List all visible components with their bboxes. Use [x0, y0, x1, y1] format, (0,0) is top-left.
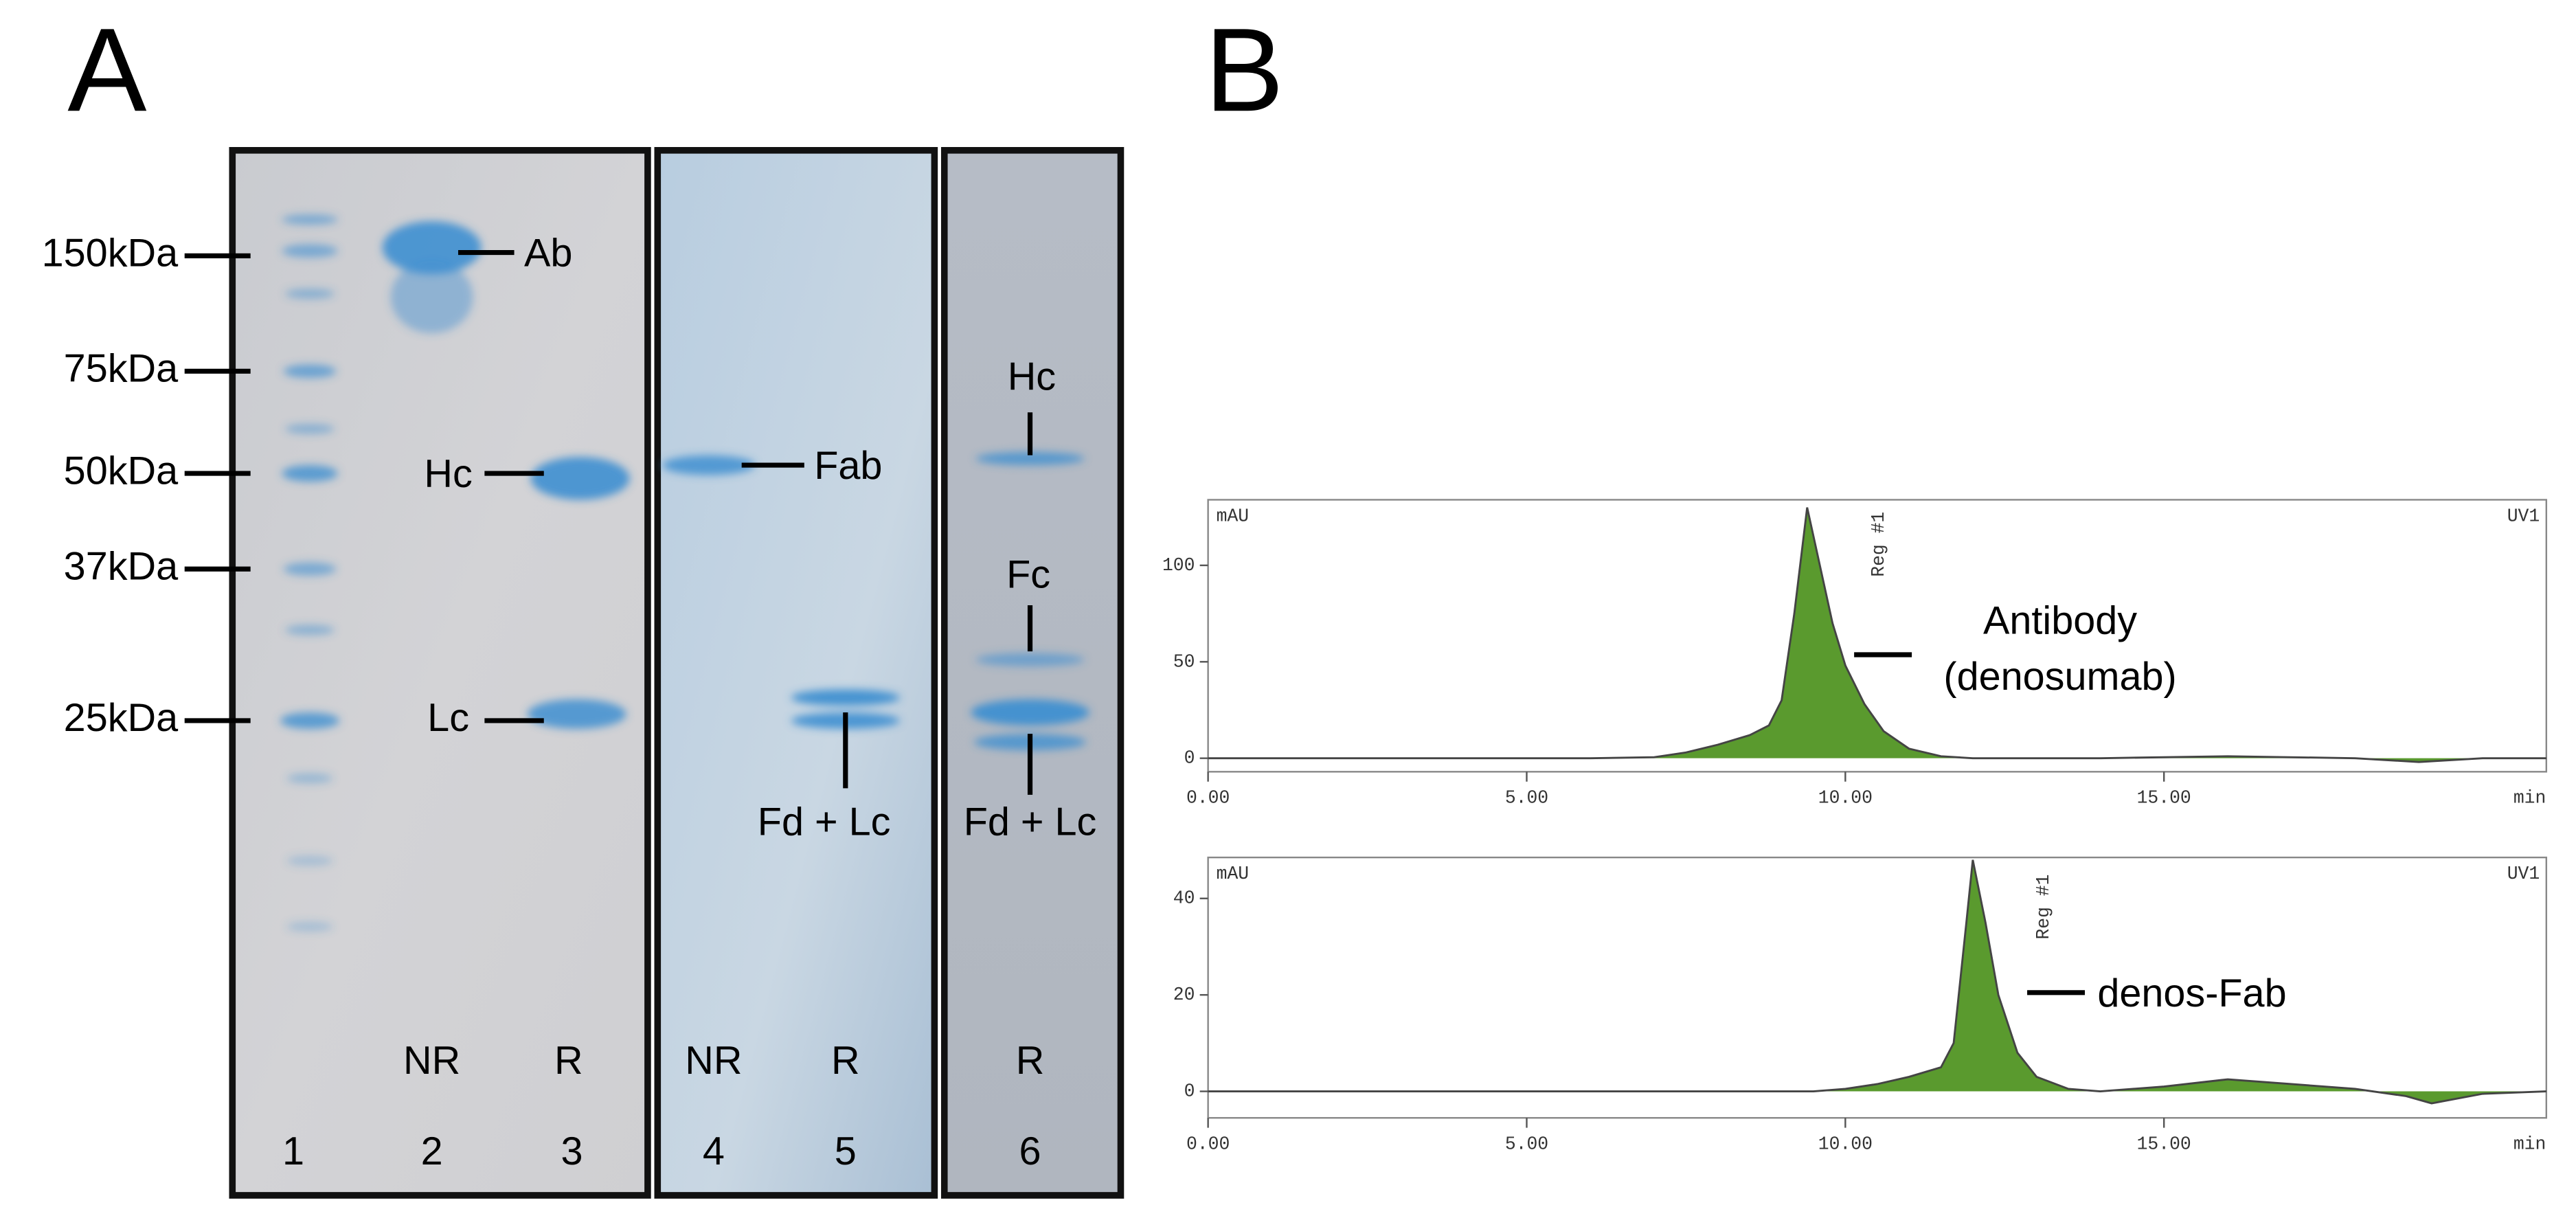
x-tick-label: 0.00 — [1186, 1134, 1230, 1155]
x-tick-label: 10.00 — [1818, 788, 1873, 809]
x-tick-label: 15.00 — [2137, 788, 2191, 809]
detector-label: UV1 — [2507, 864, 2540, 884]
lane-number: 6 — [1019, 1129, 1041, 1173]
y-tick-label: 0 — [1184, 1081, 1195, 1102]
annotation: Antibody — [1983, 599, 2137, 643]
gel-panel — [940, 147, 1125, 1199]
marker-label: 25kDa — [64, 696, 179, 740]
lane-number: 5 — [835, 1129, 857, 1173]
plot-frame — [1207, 499, 2548, 773]
trace — [1208, 859, 2546, 1105]
panel-label: B — [1205, 3, 1284, 136]
x-axis-label: min — [2513, 1134, 2546, 1155]
y-tick-label: 20 — [1173, 984, 1195, 1005]
x-tick-label: 0.00 — [1186, 788, 1230, 809]
band-label: Fd + Lc — [964, 800, 1097, 844]
band-label: Fab — [814, 444, 882, 488]
condition: R — [554, 1039, 583, 1083]
band-label: Fc — [1006, 552, 1050, 596]
peak-label: Reg #1 — [1868, 512, 1889, 577]
marker-label: 75kDa — [64, 347, 179, 391]
band-labels: Ab Hc Lc Fab Fd + Lc Hc Fc Fd + Lc — [424, 232, 1096, 844]
annotation: denos-Fab — [2097, 971, 2286, 1015]
trace — [1208, 507, 2546, 763]
peak-area — [1208, 859, 2546, 1104]
lane-number: 1 — [282, 1129, 304, 1173]
plot-frame — [1207, 856, 2548, 1119]
lane-number: 4 — [703, 1129, 725, 1173]
detector-label: UV1 — [2507, 506, 2540, 526]
band-label: Lc — [427, 696, 469, 740]
y-axis-label: mAU — [1217, 864, 1249, 884]
condition: R — [831, 1039, 860, 1083]
condition: R — [1016, 1039, 1045, 1083]
x-axis-label: min — [2513, 788, 2546, 809]
gel-panel — [654, 147, 938, 1199]
annotation: (denosumab) — [1943, 655, 2176, 699]
bands — [280, 214, 1089, 932]
lane-number: 2 — [421, 1129, 443, 1173]
chromatograms: 0 50 100 0.00 5.00 10.00 15.00 min mAU UV1 Reg #1 A… — [1162, 499, 2548, 1155]
peak-label: Reg #1 — [2033, 875, 2054, 940]
chromatogram: 0 20 40 0.00 5.00 10.00 15.00 min mAU UV1 Reg #1 de… — [1173, 856, 2548, 1155]
marker-label: 37kDa — [64, 544, 179, 588]
x-tick-label: 10.00 — [1818, 1134, 1873, 1155]
band-label: Fd + Lc — [758, 800, 891, 844]
chromatogram: 0 50 100 0.00 5.00 10.00 15.00 min mAU UV1 Reg #1 A… — [1162, 499, 2548, 809]
lane-number: 3 — [561, 1129, 583, 1173]
band-label: Hc — [424, 452, 472, 496]
x-tick-label: 15.00 — [2137, 1134, 2191, 1155]
marker-labels: 150kDa 75kDa 50kDa 37kDa 25kDa — [42, 232, 251, 740]
band-label: Ab — [524, 232, 572, 275]
panel-label: A — [67, 3, 146, 136]
y-axis-label: mAU — [1217, 506, 1249, 526]
band-label: Hc — [1008, 355, 1056, 399]
x-tick-label: 5.00 — [1505, 788, 1548, 809]
y-tick-label: 0 — [1184, 748, 1195, 769]
x-tick-label: 5.00 — [1505, 1134, 1548, 1155]
marker-label: 150kDa — [42, 232, 179, 275]
y-tick-label: 100 — [1162, 555, 1195, 576]
gel: 150kDa 75kDa 50kDa 37kDa 25kDa Ab Hc Lc … — [42, 147, 1125, 1199]
marker-label: 50kDa — [64, 449, 179, 493]
condition: NR — [685, 1039, 742, 1083]
y-tick-label: 40 — [1173, 888, 1195, 909]
lane-labels: NR R NR R R 1 2 3 4 5 6 — [282, 1039, 1044, 1173]
condition: NR — [403, 1039, 460, 1083]
y-tick-label: 50 — [1173, 651, 1195, 672]
